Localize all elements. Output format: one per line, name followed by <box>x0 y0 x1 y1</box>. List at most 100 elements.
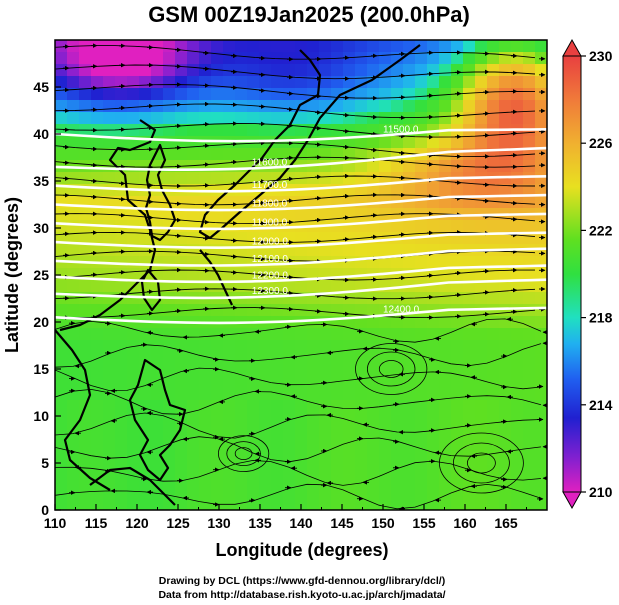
field-cell <box>427 280 440 293</box>
field-cell <box>247 388 260 401</box>
field-cell <box>175 448 188 461</box>
field-cell <box>199 268 212 281</box>
field-cell <box>439 112 452 125</box>
field-cell <box>235 268 248 281</box>
field-cell <box>127 88 140 101</box>
field-cell <box>247 496 260 509</box>
field-cell <box>403 316 416 329</box>
streamline <box>55 84 536 99</box>
field-cell <box>175 436 188 449</box>
field-cell <box>187 400 200 413</box>
field-cell <box>427 40 440 53</box>
field-cell <box>475 328 488 341</box>
field-cell <box>235 376 248 389</box>
field-cell <box>439 76 452 89</box>
field-cell <box>151 436 164 449</box>
field-cell <box>523 424 536 437</box>
field-cell <box>343 448 356 461</box>
field-cell <box>403 64 416 77</box>
field-cell <box>427 184 440 197</box>
field-cell <box>235 352 248 365</box>
field-cell <box>223 244 236 257</box>
field-cell <box>127 232 140 245</box>
field-cell <box>463 400 476 413</box>
x-tick-label: 160 <box>453 515 477 531</box>
field-cell <box>319 280 332 293</box>
field-cell <box>307 304 320 317</box>
field-cell <box>79 496 92 509</box>
field-cell <box>115 364 128 377</box>
field-cell <box>379 136 392 149</box>
field-cell <box>427 340 440 353</box>
field-cell <box>307 40 320 53</box>
field-cell <box>499 64 512 77</box>
field-cell <box>199 196 212 209</box>
field-cell <box>535 448 547 461</box>
field-cell <box>115 352 128 365</box>
field-cell <box>151 112 164 125</box>
field-cell <box>79 220 92 233</box>
contour-label: 12100.0 <box>252 254 289 265</box>
field-cell <box>319 76 332 89</box>
field-cell <box>427 232 440 245</box>
field-cell <box>463 508 476 510</box>
field-cell <box>67 280 80 293</box>
field-cell <box>247 52 260 65</box>
field-cell <box>223 508 236 510</box>
field-cell <box>499 448 512 461</box>
field-cell <box>511 136 524 149</box>
field-cell <box>379 508 392 510</box>
field-cell <box>427 88 440 101</box>
field-cell <box>223 472 236 485</box>
field-cell <box>127 424 140 437</box>
field-cell <box>283 64 296 77</box>
field-cell <box>391 244 404 257</box>
field-cell <box>55 64 68 77</box>
field-cell <box>331 496 344 509</box>
field-cell <box>379 208 392 221</box>
field-cell <box>223 232 236 245</box>
field-cell <box>439 136 452 149</box>
field-cell <box>91 436 104 449</box>
field-cell <box>475 388 488 401</box>
field-cell <box>427 76 440 89</box>
field-cell <box>211 412 224 425</box>
geopotential-contour <box>55 175 547 193</box>
field-cell <box>319 160 332 173</box>
field-cell <box>115 448 128 461</box>
field-cell <box>427 112 440 125</box>
field-cell <box>475 100 488 113</box>
field-cell <box>127 472 140 485</box>
field-cell <box>475 40 488 53</box>
field-cell <box>295 64 308 77</box>
field-cell <box>451 376 464 389</box>
field-cell <box>235 328 248 341</box>
field-cell <box>187 412 200 425</box>
field-cell <box>427 364 440 377</box>
field-cell <box>199 52 212 65</box>
field-cell <box>463 256 476 269</box>
field-cell <box>307 316 320 329</box>
field-cell <box>415 220 428 233</box>
field-cell <box>139 424 152 437</box>
field-cell <box>115 184 128 197</box>
field-cell <box>115 52 128 65</box>
field-cell <box>103 112 116 125</box>
field-cell <box>367 112 380 125</box>
field-cell <box>247 484 260 497</box>
field-cell <box>451 256 464 269</box>
field-cell <box>355 244 368 257</box>
colorbar-tick-label: 222 <box>589 222 613 238</box>
field-cell <box>55 472 68 485</box>
field-cell <box>415 136 428 149</box>
field-cell <box>499 316 512 329</box>
field-cell <box>343 412 356 425</box>
field-cell <box>523 88 536 101</box>
field-cell <box>487 448 500 461</box>
field-cell <box>511 352 524 365</box>
field-cell <box>367 496 380 509</box>
field-cell <box>259 76 272 89</box>
field-cell <box>175 364 188 377</box>
field-cell <box>475 460 488 473</box>
field-cell <box>439 184 452 197</box>
